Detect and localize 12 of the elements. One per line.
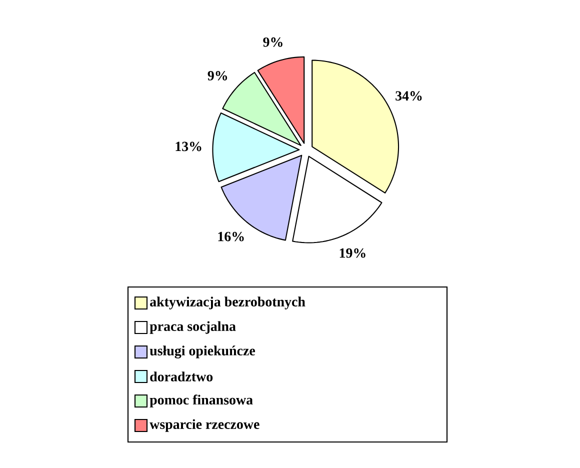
legend-label: aktywizacja bezrobotnych — [150, 296, 306, 310]
data-label: 19% — [340, 248, 366, 258]
data-label: 13% — [176, 142, 202, 152]
data-label: 9% — [263, 37, 282, 47]
legend-label: praca socjalna — [150, 321, 236, 334]
legend-label: doradztwo — [150, 372, 213, 382]
legend-label: wsparcie rzeczowe — [150, 419, 260, 432]
data-label: 34% — [396, 91, 422, 101]
legend-label: pomoc finansowa — [150, 394, 253, 408]
data-label: 9% — [208, 70, 228, 80]
legend-label: usługi opiekuńcze — [150, 346, 256, 358]
data-label: 16% — [218, 232, 244, 242]
